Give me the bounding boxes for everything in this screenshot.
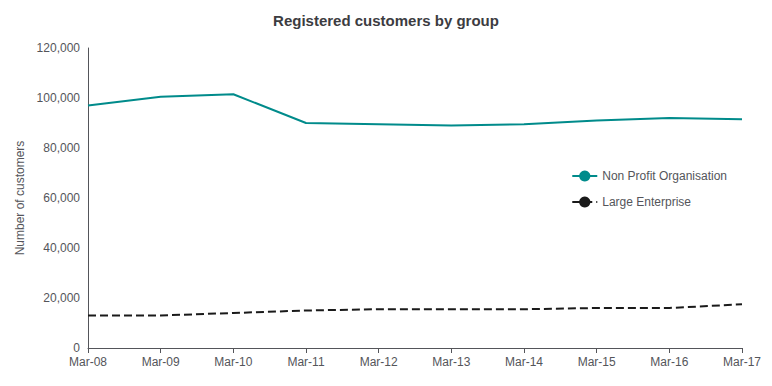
svg-text:40,000: 40,000 — [43, 241, 80, 255]
svg-text:100,000: 100,000 — [37, 91, 81, 105]
svg-text:20,000: 20,000 — [43, 291, 80, 305]
svg-text:Large Enterprise: Large Enterprise — [602, 195, 691, 209]
svg-text:120,000: 120,000 — [37, 41, 81, 55]
svg-text:Mar-09: Mar-09 — [142, 355, 180, 369]
svg-text:Mar-16: Mar-16 — [650, 355, 688, 369]
svg-text:80,000: 80,000 — [43, 141, 80, 155]
svg-text:0: 0 — [73, 341, 80, 355]
svg-text:Mar-10: Mar-10 — [214, 355, 252, 369]
svg-text:Non Profit Organisation: Non Profit Organisation — [602, 169, 727, 183]
svg-text:Mar-15: Mar-15 — [578, 355, 616, 369]
svg-text:Registered customers by group: Registered customers by group — [273, 12, 499, 29]
svg-text:Mar-17: Mar-17 — [723, 355, 761, 369]
svg-text:Mar-13: Mar-13 — [432, 355, 470, 369]
svg-text:Mar-08: Mar-08 — [69, 355, 107, 369]
svg-text:Mar-14: Mar-14 — [505, 355, 543, 369]
svg-text:Mar-11: Mar-11 — [287, 355, 324, 369]
svg-text:Number of customers: Number of customers — [13, 141, 27, 256]
svg-text:60,000: 60,000 — [43, 191, 80, 205]
svg-text:Mar-12: Mar-12 — [360, 355, 398, 369]
